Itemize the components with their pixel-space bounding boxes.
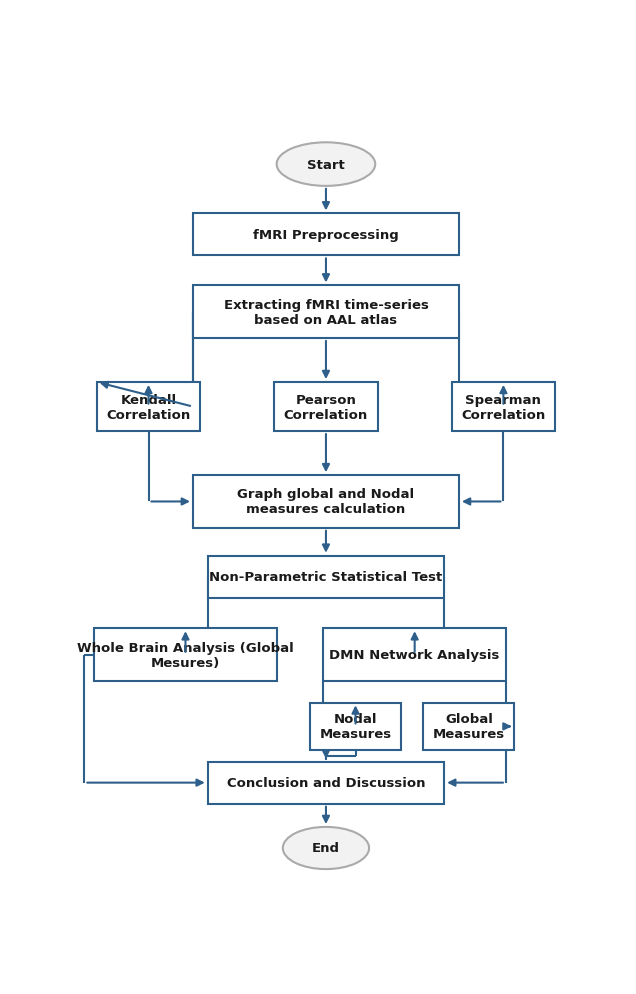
- Text: Whole Brain Analysis (Global
Mesures): Whole Brain Analysis (Global Mesures): [77, 641, 294, 669]
- FancyBboxPatch shape: [274, 383, 378, 431]
- Text: Global
Measures: Global Measures: [433, 713, 505, 741]
- FancyBboxPatch shape: [207, 556, 444, 598]
- Text: Conclusion and Discussion: Conclusion and Discussion: [226, 776, 425, 789]
- FancyBboxPatch shape: [424, 703, 515, 750]
- FancyBboxPatch shape: [97, 383, 200, 431]
- Text: Non-Parametric Statistical Test: Non-Parametric Statistical Test: [209, 571, 443, 583]
- Text: Spearman
Correlation: Spearman Correlation: [461, 394, 546, 421]
- Text: Kendall
Correlation: Kendall Correlation: [106, 394, 191, 421]
- FancyBboxPatch shape: [94, 629, 277, 681]
- Text: End: End: [312, 842, 340, 855]
- FancyBboxPatch shape: [310, 703, 401, 750]
- Text: DMN Network Analysis: DMN Network Analysis: [329, 648, 500, 662]
- Text: fMRI Preprocessing: fMRI Preprocessing: [253, 229, 399, 242]
- FancyBboxPatch shape: [324, 629, 506, 681]
- Text: Pearson
Correlation: Pearson Correlation: [284, 394, 368, 421]
- FancyBboxPatch shape: [207, 761, 444, 804]
- Text: Extracting fMRI time-series
based on AAL atlas: Extracting fMRI time-series based on AAL…: [223, 298, 429, 326]
- FancyBboxPatch shape: [452, 383, 555, 431]
- Text: Nodal
Measures: Nodal Measures: [319, 713, 392, 741]
- Ellipse shape: [277, 143, 375, 187]
- Text: Start: Start: [307, 158, 345, 171]
- FancyBboxPatch shape: [193, 214, 459, 256]
- Text: Graph global and Nodal
measures calculation: Graph global and Nodal measures calculat…: [237, 488, 415, 516]
- FancyBboxPatch shape: [193, 476, 459, 528]
- FancyBboxPatch shape: [193, 286, 459, 339]
- Ellipse shape: [283, 827, 369, 869]
